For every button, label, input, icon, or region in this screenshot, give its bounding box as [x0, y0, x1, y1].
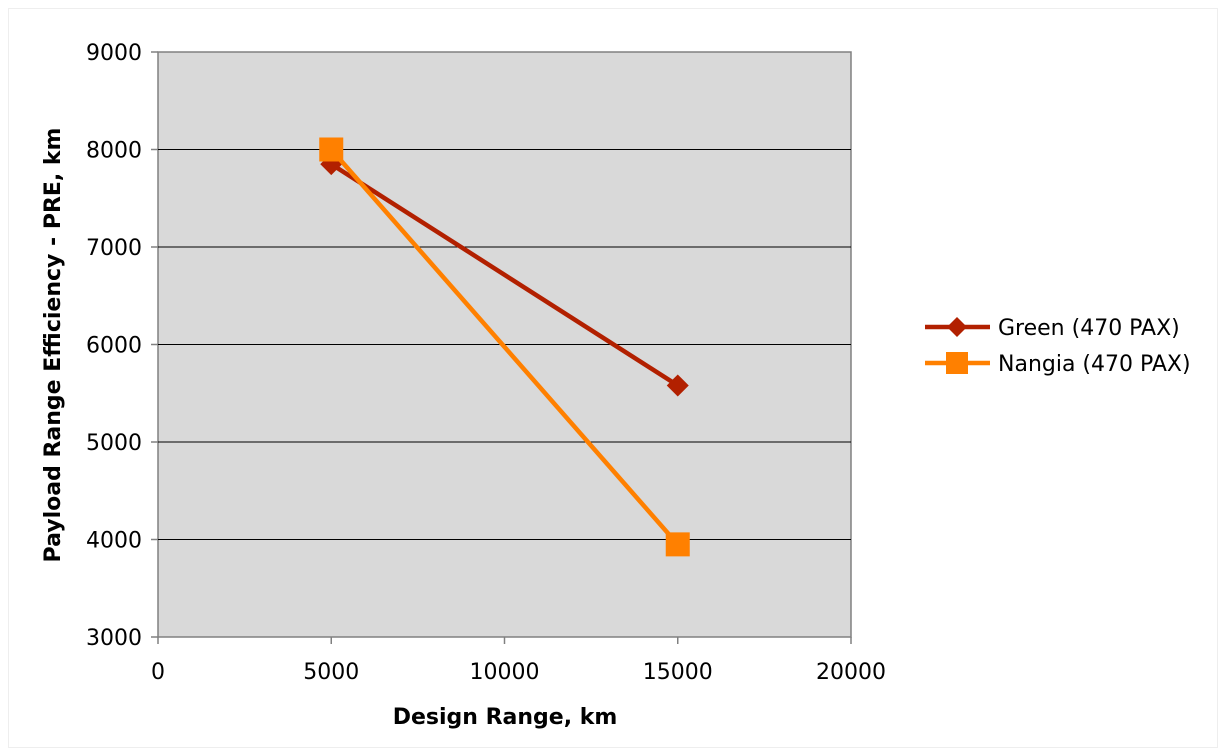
legend-marker: [947, 317, 967, 337]
series-layer: [319, 137, 690, 557]
x-tick-label: 15000: [643, 660, 713, 685]
series-2: [319, 137, 690, 557]
data-point: [666, 374, 689, 397]
x-tick-label: 5000: [303, 660, 359, 685]
y-tick-label: 8000: [86, 139, 142, 164]
y-tick-label: 5000: [86, 431, 142, 456]
legend-item: Green (470 PAX): [925, 316, 1180, 341]
x-axis-title: Design Range, km: [393, 705, 618, 730]
series-line: [330, 162, 679, 388]
x-tick-label: 10000: [470, 660, 540, 685]
chart-frame: [8, 8, 1218, 748]
x-axis-ticks: 0 5000 10000 15000 20000: [151, 637, 886, 685]
legend-item: Nangia (470 PAX): [925, 352, 1191, 377]
legend: Green (470 PAX) Nangia (470 PAX): [925, 316, 1191, 377]
x-tick-label: 0: [151, 660, 165, 685]
y-axis-title: Payload Range Efficiency - PRE, km: [41, 128, 66, 563]
data-point: [319, 137, 344, 162]
legend-label: Green (470 PAX): [998, 316, 1180, 341]
y-tick-label: 9000: [86, 41, 142, 66]
legend-marker: [946, 352, 968, 374]
y-tick-label: 7000: [86, 236, 142, 261]
legend-label: Nangia (470 PAX): [998, 352, 1191, 377]
y-tick-label: 4000: [86, 529, 142, 554]
series-line: [329, 148, 680, 546]
data-point: [665, 532, 690, 557]
y-tick-label: 3000: [86, 626, 142, 651]
y-axis-ticks: 3000 4000 5000 6000 7000 8000 9000: [86, 41, 158, 651]
x-tick-label: 20000: [816, 660, 886, 685]
y-tick-label: 6000: [86, 334, 142, 359]
gridlines: [158, 149, 851, 540]
